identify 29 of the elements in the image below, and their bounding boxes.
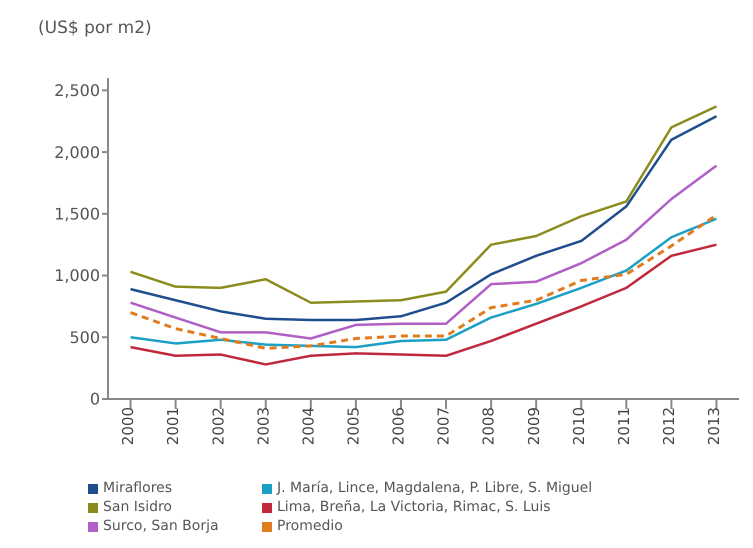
legend-label: Promedio bbox=[277, 517, 343, 536]
x-tick-label: 2012 bbox=[660, 407, 678, 446]
x-tick-label: 2007 bbox=[434, 407, 453, 446]
legend-label: J. María, Lince, Magdalena, P. Libre, S. Miguel bbox=[277, 479, 592, 498]
y-tick-label: 1,500 bbox=[54, 204, 100, 224]
legend-label: San Isidro bbox=[103, 498, 172, 517]
line-series bbox=[129, 164, 718, 340]
x-tick-label: 2001 bbox=[164, 407, 182, 446]
legend-label: Lima, Breña, La Victoria, Rimac, S. Luis bbox=[277, 498, 551, 517]
x-tick-label: 2011 bbox=[614, 407, 633, 446]
x-tick-label: 2006 bbox=[390, 407, 408, 446]
x-tick-label: 2000 bbox=[119, 407, 138, 446]
y-tick-label: 500 bbox=[69, 328, 100, 347]
x-tick-label: 2010 bbox=[570, 407, 588, 446]
legend-label: Surco, San Borja bbox=[103, 517, 219, 536]
x-tick-label: 2002 bbox=[209, 407, 228, 446]
x-tick-label: 2004 bbox=[299, 407, 318, 446]
y-tick-label: 2,000 bbox=[54, 142, 100, 162]
x-tick-label: 2008 bbox=[480, 407, 498, 446]
x-tick-label: 2009 bbox=[524, 407, 543, 446]
y-tick-label: 0 bbox=[90, 390, 100, 409]
chart-title: (US$ por m2) bbox=[38, 18, 152, 38]
legend-label: Miraflores bbox=[103, 479, 172, 498]
x-tick-label: 2013 bbox=[705, 407, 724, 446]
x-tick-label: 2005 bbox=[344, 407, 363, 446]
line-series bbox=[129, 243, 718, 366]
y-tick-label: 2,500 bbox=[54, 81, 100, 100]
x-tick-label: 2003 bbox=[254, 407, 272, 446]
y-tick-label: 1,000 bbox=[54, 266, 100, 286]
